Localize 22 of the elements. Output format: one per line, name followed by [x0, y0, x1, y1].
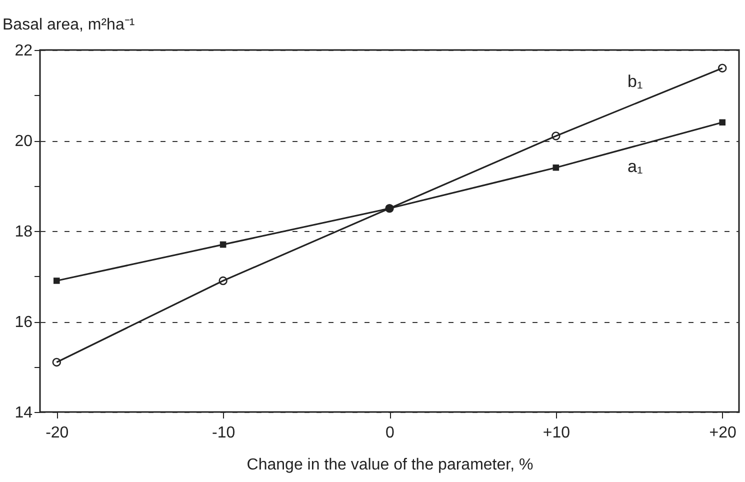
point	[719, 119, 726, 126]
x-tick-label: -20	[46, 424, 69, 442]
point	[220, 241, 226, 248]
x-tick-label: +20	[709, 424, 737, 442]
y-tick-label: 14	[14, 404, 33, 422]
point	[218, 276, 228, 286]
series-label: a₁	[628, 157, 643, 176]
y-tick-label: 20	[14, 133, 33, 150]
y-axis-title: Basal area, m²ha⁻¹	[2, 16, 135, 34]
x-axis-title: Change in the value of the parameter, %	[246, 456, 534, 474]
series-label: b₁	[628, 72, 643, 92]
point	[718, 64, 727, 72]
y-tick-label: 18	[14, 224, 33, 240]
x-tick-label: -10	[212, 424, 236, 442]
point	[552, 132, 560, 140]
y-tick-label: 16	[14, 314, 33, 331]
x-tick-label: 0	[386, 424, 395, 442]
point	[52, 358, 61, 367]
point	[53, 278, 60, 284]
point	[552, 164, 560, 171]
y-tick-label: 22	[14, 42, 33, 60]
x-tick-label: +10	[542, 424, 570, 442]
